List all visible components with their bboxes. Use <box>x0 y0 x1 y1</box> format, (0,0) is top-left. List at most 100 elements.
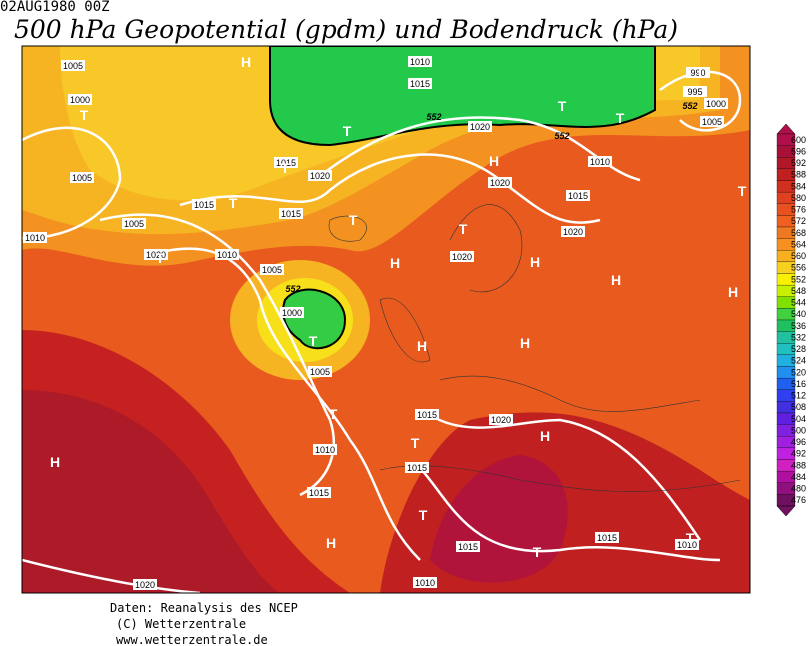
pressure-center: T <box>411 435 420 451</box>
field <box>282 288 347 350</box>
colorbar-label: 488 <box>791 460 806 470</box>
isobar-label-bg <box>408 78 432 89</box>
isobar-label: 1005 <box>72 173 92 183</box>
isobar-label-bg <box>133 579 157 590</box>
pressure-center: T <box>616 110 625 126</box>
isobar-label: 1020 <box>470 122 490 132</box>
footer-line: Daten: Reanalysis des NCEP <box>110 601 298 615</box>
isobar-label: 1020 <box>135 580 155 590</box>
isobar-label: 1010 <box>410 57 430 67</box>
colorbar-label: 532 <box>791 332 806 342</box>
colorbar-arrow <box>776 505 796 517</box>
colorbar-label: 548 <box>791 286 806 296</box>
pressure-center: H <box>520 335 530 351</box>
isobar-label-bg <box>122 218 146 229</box>
colorbar-label: 600 <box>791 135 806 145</box>
colorbar-label: 524 <box>791 356 806 366</box>
colorbar-label: 512 <box>791 391 806 401</box>
field <box>269 46 656 147</box>
colorbar-label: 484 <box>791 472 806 482</box>
isobar-label: 1010 <box>217 250 237 260</box>
pressure-center: T <box>738 183 747 199</box>
colorbar-label: 480 <box>791 484 806 494</box>
isobar-label-bg <box>413 577 437 588</box>
isobar-label: 1005 <box>310 367 330 377</box>
isobar-label-bg <box>450 251 474 262</box>
pressure-center: T <box>459 221 468 237</box>
isobar-label-bg <box>408 56 432 67</box>
isobar-label-bg <box>561 226 585 237</box>
pressure-center: H <box>530 254 540 270</box>
colorbar-label: 588 <box>791 170 806 180</box>
isobar-label: 1005 <box>124 219 144 229</box>
isobar-label: 1020 <box>310 171 330 181</box>
isobar-label: 1015 <box>276 158 296 168</box>
pressure-center: H <box>326 535 336 551</box>
isobar-label: 990 <box>690 68 705 78</box>
isobar-label-bg <box>456 541 480 552</box>
isobar-label: 1010 <box>25 233 45 243</box>
isobar-label: 1015 <box>410 79 430 89</box>
colorbar-label: 536 <box>791 321 806 331</box>
isobar-label-bg <box>307 487 331 498</box>
colorbar-label: 476 <box>791 495 806 505</box>
isobar-label: 1015 <box>417 410 437 420</box>
isobar-label: 1010 <box>315 445 335 455</box>
isobar-label: 1015 <box>407 463 427 473</box>
pressure-center: T <box>686 530 695 546</box>
colorbar-label: 596 <box>791 146 806 156</box>
pressure-center: T <box>281 160 290 176</box>
isobar-label: 1000 <box>282 308 302 318</box>
colorbar-label: 516 <box>791 379 806 389</box>
isobar-label-bg <box>215 249 239 260</box>
colorbar-label: 572 <box>791 216 806 226</box>
isobar-label: 995 <box>687 87 702 97</box>
isobar-label: 1015 <box>309 488 329 498</box>
isobar-label-bg <box>70 172 94 183</box>
colorbar-label: 500 <box>791 425 806 435</box>
isobar-label-bg <box>704 98 728 109</box>
footer-line: (C) Wetterzentrale <box>116 617 246 631</box>
pressure-center: T <box>229 195 238 211</box>
colorbar-label: 592 <box>791 158 806 168</box>
pressure-center: T <box>80 107 89 123</box>
isobar-label-bg <box>405 462 429 473</box>
isobar-label: 1005 <box>702 117 722 127</box>
date: 02AUG1980 00Z <box>0 0 110 15</box>
isobar-label: 1010 <box>415 578 435 588</box>
colorbar-label: 504 <box>791 414 806 424</box>
pressure-center: T <box>349 212 358 228</box>
colorbar-arrow <box>776 123 796 135</box>
pressure-center: T <box>696 64 705 80</box>
map-frame <box>21 45 751 594</box>
isobar-label-bg <box>308 170 332 181</box>
footer-line: www.wetterzentrale.de <box>116 633 268 646</box>
isobar-label: 1005 <box>262 265 282 275</box>
pressure-center: T <box>558 98 567 114</box>
map <box>22 46 750 593</box>
pressure-center: H <box>417 338 427 354</box>
isobar-label-bg <box>280 307 304 318</box>
isobar-label-bg <box>488 177 512 188</box>
isobar-label: 1015 <box>281 209 301 219</box>
isobar-label: 1020 <box>452 252 472 262</box>
isobar-label: 1020 <box>491 415 511 425</box>
title: 500 hPa Geopotential (gpdm) und Bodendru… <box>14 15 678 44</box>
isobar-label-bg <box>595 532 619 543</box>
pressure-center: T <box>309 333 318 349</box>
isobar-label-bg <box>588 156 612 167</box>
colorbar-label: 492 <box>791 449 806 459</box>
pressure-center: H <box>540 428 550 444</box>
isobar-label-bg <box>23 232 47 243</box>
colorbar-label: 528 <box>791 344 806 354</box>
colorbar-label: 568 <box>791 228 806 238</box>
colorbar-label: 508 <box>791 402 806 412</box>
pressure-center: H <box>489 153 499 169</box>
colorbar-label: 496 <box>791 437 806 447</box>
isobar-label-bg <box>144 249 168 260</box>
colorbar-label: 556 <box>791 263 806 273</box>
contour-label: 552 <box>554 131 569 141</box>
pressure-center: H <box>611 272 621 288</box>
